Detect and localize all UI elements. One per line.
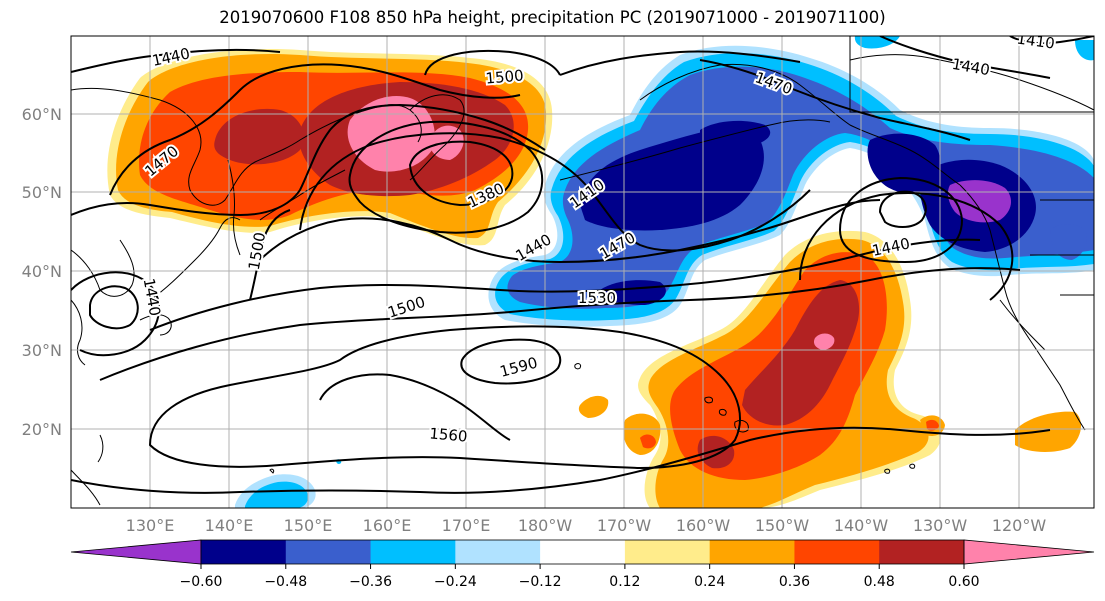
height-contours	[71, 36, 1094, 494]
lon-label: 150°W	[755, 516, 810, 535]
contour-label: 1560	[429, 424, 469, 445]
colorbar-segment	[455, 540, 541, 564]
lat-label-40n: 40°N	[22, 262, 62, 281]
positive-anomaly-central-pacific	[578, 230, 1082, 508]
colorbar-tick-label: 0.12	[609, 574, 640, 590]
map-content: 1440 1500 1470 1440 1470 1380 1410 1440 …	[71, 36, 1094, 508]
colorbar-tick-label: 0.60	[948, 574, 979, 590]
colorbar	[70, 539, 1095, 565]
lat-label-20n: 20°N	[22, 420, 62, 439]
colorbar-segment	[540, 540, 626, 564]
gridlines	[71, 36, 1094, 508]
colorbar-arrow-max	[963, 539, 1095, 565]
lat-label-60n: 60°N	[22, 105, 62, 124]
latitude-labels: 60°N 50°N 40°N 30°N 20°N	[22, 105, 62, 439]
lon-label: 170°W	[597, 516, 652, 535]
coastlines	[71, 36, 1094, 506]
colorbar-segment	[370, 540, 456, 564]
map-title: 2019070600 F108 850 hPa height, precipit…	[219, 8, 886, 27]
colorbar-segment	[879, 540, 965, 564]
lon-label: 130°E	[126, 516, 175, 535]
lon-label: 180°W	[518, 516, 573, 535]
colorbar-segment	[709, 540, 795, 564]
colorbar-tick-label: 0.24	[694, 574, 725, 590]
colorbar-tick-label: −0.60	[180, 574, 223, 590]
colorbar-tick-label: −0.24	[434, 574, 477, 590]
colorbar-tick-label: −0.48	[264, 574, 307, 590]
colorbar-tick-label: 0.48	[864, 574, 895, 590]
lon-label: 150°E	[284, 516, 333, 535]
map-frame	[70, 35, 1095, 509]
lat-label-30n: 30°N	[22, 341, 62, 360]
lat-label-50n: 50°N	[22, 183, 62, 202]
contour-label: 1530	[578, 289, 616, 307]
colorbar-tick-labels: −0.60 −0.48 −0.36 −0.24 −0.12 0.12 0.24 0.36 0.4…	[180, 564, 980, 590]
colorbar-outline	[200, 539, 965, 565]
lon-label: 130°W	[913, 516, 968, 535]
colorbar-segment	[624, 540, 711, 564]
lon-label: 160°W	[676, 516, 731, 535]
lon-label: 120°W	[992, 516, 1047, 535]
colorbar-segment	[794, 540, 880, 564]
longitude-labels: 130°E 140°E 150°E 160°E 170°E 180°W 170°…	[126, 516, 1047, 535]
lon-label: 140°E	[205, 516, 254, 535]
colorbar-tick-label: −0.12	[519, 574, 562, 590]
lon-label: 140°W	[834, 516, 889, 535]
contour-label: 1440	[511, 38, 549, 56]
colorbar-tick-label: −0.36	[349, 574, 392, 590]
lon-label: 170°E	[442, 516, 491, 535]
colorbar-segment	[285, 540, 372, 564]
contour-label: 1500	[485, 66, 525, 87]
colorbar-segment	[201, 540, 287, 564]
lon-label: 160°E	[363, 516, 412, 535]
colorbar-tick-label: 0.36	[779, 574, 810, 590]
colorbar-arrow-min	[70, 539, 202, 565]
